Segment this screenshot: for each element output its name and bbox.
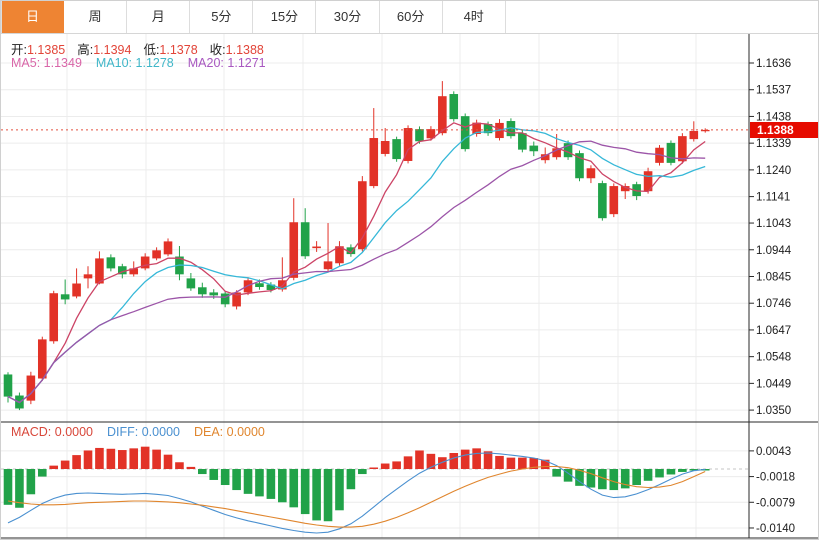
svg-text:1.1339: 1.1339 [756, 138, 791, 150]
svg-text:1.0944: 1.0944 [756, 245, 792, 257]
timeframe-tab-5[interactable]: 15分 [253, 1, 317, 33]
ohlc-readout: 开:1.1385 高:1.1394 低:1.1378 收:1.1388 [11, 39, 276, 58]
timeframe-tab-7[interactable]: 60分 [379, 1, 443, 33]
macd-histogram [3, 446, 710, 522]
timeframe-tab-1[interactable]: 日 [1, 1, 65, 33]
svg-text:1.0449: 1.0449 [756, 378, 791, 390]
svg-text:1.0350: 1.0350 [756, 405, 791, 417]
gridlines [1, 34, 749, 538]
macd-readout: MACD: 0.0000 DIFF: 0.0000 DEA: 0.0000 [11, 425, 265, 439]
svg-text:1.1636: 1.1636 [756, 58, 791, 70]
macd-value: MACD: 0.0000 [11, 425, 93, 439]
price-axis-labels: 1.1636 1.1537 1.1438 1.1339 1.1240 1.1141 1.10… [749, 58, 792, 417]
timeframe-tab-8[interactable]: 4时 [442, 1, 506, 33]
dea-line [7, 465, 706, 528]
svg-text:-0.0018: -0.0018 [756, 472, 795, 484]
open-label: 开: [11, 43, 27, 57]
ma20-readout: MA20: 1.1271 [187, 56, 266, 70]
svg-text:1.0746: 1.0746 [756, 298, 791, 310]
svg-text:1.1141: 1.1141 [756, 192, 790, 204]
svg-text:1.1537: 1.1537 [756, 85, 791, 97]
diff-value: DIFF: 0.0000 [107, 425, 180, 439]
svg-text:1.1438: 1.1438 [756, 111, 791, 123]
close-value: 1.1388 [225, 43, 264, 57]
ma10-readout: MA10: 1.1278 [95, 56, 174, 70]
ma20-line [7, 140, 706, 404]
timeframe-tab-2[interactable]: 周 [64, 1, 128, 33]
low-value: 1.1378 [159, 43, 198, 57]
dea-value: DEA: 0.0000 [193, 425, 265, 439]
ma10-line [7, 127, 706, 404]
svg-text:-0.0140: -0.0140 [756, 523, 795, 535]
svg-text:1.0647: 1.0647 [756, 325, 791, 337]
high-label: 高: [77, 43, 94, 57]
diff-line [7, 452, 706, 534]
low-label: 低: [143, 43, 160, 57]
svg-text:-0.0079: -0.0079 [756, 497, 795, 509]
timeframe-tab-3[interactable]: 月 [127, 1, 191, 33]
ma-readout: MA5: 1.1349 MA10: 1.1278 MA20: 1.1271 [11, 56, 266, 70]
high-value: 1.1394 [93, 43, 132, 57]
svg-text:1.1043: 1.1043 [756, 218, 791, 230]
current-price-badge: 1.1388 [750, 122, 818, 138]
panel-borders [1, 34, 818, 539]
open-value: 1.1385 [26, 43, 66, 57]
macd-axis-labels: 0.0043 -0.0018 -0.0079 -0.0140 [749, 446, 795, 535]
svg-text:1.1240: 1.1240 [756, 165, 791, 177]
svg-text:1.0845: 1.0845 [756, 271, 791, 283]
timeframe-tab-6[interactable]: 30分 [316, 1, 380, 33]
ma5-readout: MA5: 1.1349 [11, 56, 82, 70]
timeframe-toolbar: 日周月 5分 15分 30分 60分 4时 [1, 1, 818, 34]
timeframe-tab-4[interactable]: 5分 [190, 1, 254, 33]
svg-text:0.0043: 0.0043 [756, 446, 791, 458]
candles [3, 81, 710, 411]
close-label: 收: [209, 43, 226, 57]
svg-text:1.0548: 1.0548 [756, 352, 791, 364]
ma5-line [7, 122, 706, 404]
